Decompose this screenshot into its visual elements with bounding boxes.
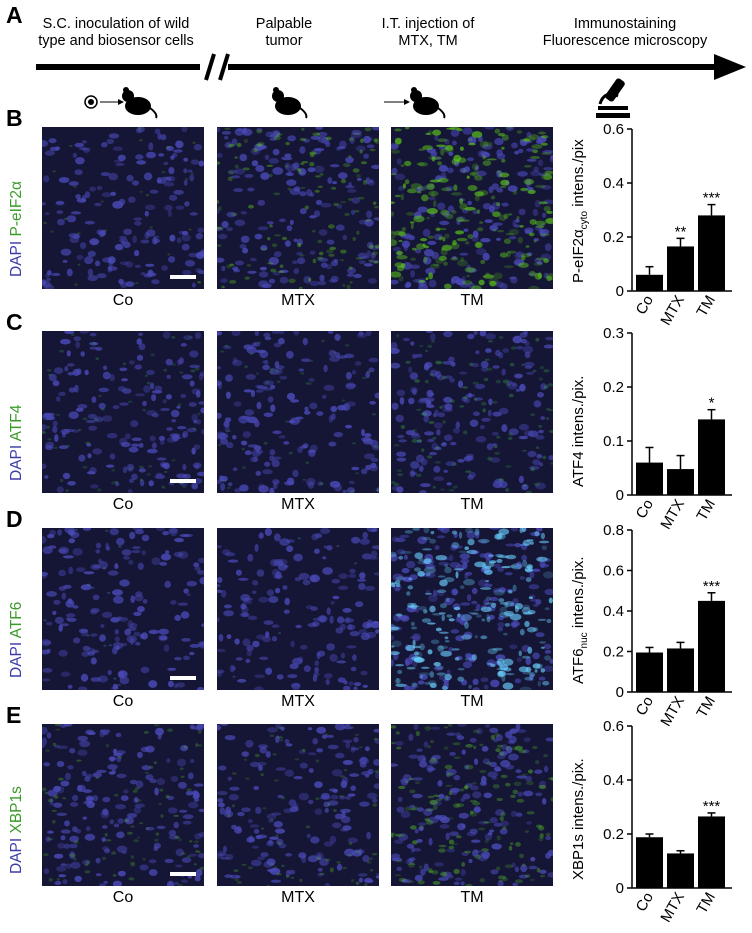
row-stain-label: DAPI XBP1s	[8, 786, 26, 874]
y-tick-label: 0.4	[603, 772, 624, 789]
timeline-step-immunostaining: Immunostaining Fluorescence microscopy	[542, 16, 708, 49]
scale-bar	[170, 872, 196, 876]
condition-label-mtx: MTX	[281, 496, 315, 513]
bar-mtx	[667, 853, 694, 888]
y-tick-label: 0.2	[603, 644, 624, 661]
marker-label: XBP1s	[8, 786, 25, 834]
y-tick-label: 0.6	[603, 121, 624, 138]
bar-chart-b: 00.20.40.6Co**MTX***TM	[603, 121, 732, 328]
significance-marker: *	[709, 395, 715, 412]
panel-letter-a: A	[6, 2, 23, 28]
micrograph-co	[42, 528, 204, 690]
row-stain-label: DAPI ATF6	[8, 602, 26, 678]
y-tick-label: 0.3	[603, 325, 624, 342]
bar-co	[636, 652, 663, 692]
y-tick-label: 0	[616, 880, 624, 897]
micrograph-co	[42, 331, 204, 493]
micrograph-co	[42, 724, 204, 886]
condition-label-co: Co	[112, 693, 134, 710]
micrograph-tm	[391, 127, 553, 289]
micrograph-mtx	[217, 127, 379, 289]
bar-co	[636, 837, 663, 888]
x-category-label: TM	[693, 293, 719, 320]
bar-mtx	[667, 648, 694, 692]
x-category-label: Co	[633, 890, 657, 915]
y-tick-label: 0.6	[603, 718, 624, 735]
dapi-label: DAPI	[8, 444, 25, 481]
marker-label: P-eIF2α	[8, 181, 25, 237]
scale-bar	[170, 676, 196, 680]
bar-tm	[698, 215, 725, 291]
condition-label-tm: TM	[460, 693, 484, 710]
bar-chart-d: 00.20.40.60.8Co MTX***TM	[603, 522, 732, 729]
bar-tm	[698, 816, 725, 888]
dapi-label: DAPI	[8, 240, 25, 277]
bar-chart-c: 00.10.20.3Co MTX*TM	[603, 325, 732, 532]
mouse-icon	[272, 87, 308, 119]
y-tick-label: 0.2	[603, 826, 624, 843]
bar-tm	[698, 600, 725, 692]
condition-label-mtx: MTX	[281, 693, 315, 710]
y-tick-label: 0	[616, 283, 624, 300]
y-tick-label: 0	[616, 487, 624, 504]
condition-label-co: Co	[112, 889, 134, 906]
significance-marker: ***	[703, 190, 721, 207]
marker-label: ATF4	[8, 404, 25, 442]
timeline-arrow	[36, 53, 746, 81]
y-tick-label: 0.2	[603, 229, 624, 246]
timeline-step-palpable-tumor: Palpable tumor	[255, 16, 313, 49]
bar-tm	[698, 419, 725, 495]
bar-co	[636, 274, 663, 291]
dapi-label: DAPI	[8, 641, 25, 678]
y-tick-label: 0.6	[603, 563, 624, 580]
condition-label-tm: TM	[460, 889, 484, 906]
marker-label: ATF6	[8, 601, 25, 639]
condition-label-mtx: MTX	[281, 889, 315, 906]
scale-bar	[170, 479, 196, 483]
bar-mtx	[667, 246, 694, 291]
y-tick-label: 0.4	[603, 175, 624, 192]
micrograph-tm	[391, 528, 553, 690]
y-tick-label: 0.1	[603, 433, 624, 450]
significance-marker: ***	[703, 798, 721, 815]
row-stain-label: DAPI ATF4	[8, 405, 26, 481]
x-category-label: TM	[693, 890, 719, 917]
condition-label-co: Co	[112, 292, 134, 309]
panel-letter-c: C	[6, 309, 23, 335]
panel-letter-b: B	[6, 105, 23, 131]
condition-label-mtx: MTX	[281, 292, 315, 309]
x-category-label: Co	[633, 293, 657, 318]
y-tick-label: 0.8	[603, 522, 624, 539]
mouse-inoculation-icon	[84, 87, 158, 119]
micrograph-mtx	[217, 331, 379, 493]
condition-label-co: Co	[112, 496, 134, 513]
micrograph-co	[42, 127, 204, 289]
y-tick-label: 0.4	[603, 603, 624, 620]
mouse-injection-icon	[384, 87, 446, 119]
row-stain-label: DAPI P-eIF2α	[8, 181, 26, 277]
micrograph-tm	[391, 331, 553, 493]
timeline-step-inoculation: S.C. inoculation of wild type and biosen…	[38, 16, 194, 49]
condition-label-tm: TM	[460, 292, 484, 309]
bar-co	[636, 462, 663, 495]
micrograph-tm	[391, 724, 553, 886]
significance-marker: ***	[703, 578, 721, 595]
y-tick-label: 0.2	[603, 379, 624, 396]
panel-letter-e: E	[6, 702, 22, 728]
bar-mtx	[667, 469, 694, 495]
microscope-icon	[596, 78, 630, 118]
micrograph-mtx	[217, 528, 379, 690]
scale-bar	[170, 275, 196, 279]
micrograph-mtx	[217, 724, 379, 886]
panel-letter-d: D	[6, 506, 23, 532]
condition-label-tm: TM	[460, 496, 484, 513]
timeline-step-injection: I.T. injection of MTX, TM	[381, 16, 475, 49]
y-tick-label: 0	[616, 684, 624, 701]
x-category-label: MTX	[657, 890, 688, 926]
significance-marker: **	[675, 223, 687, 240]
bar-chart-e: 0 0.2 0.4 0.6 Co MTX *** TM	[603, 718, 732, 926]
dapi-label: DAPI	[8, 837, 25, 874]
